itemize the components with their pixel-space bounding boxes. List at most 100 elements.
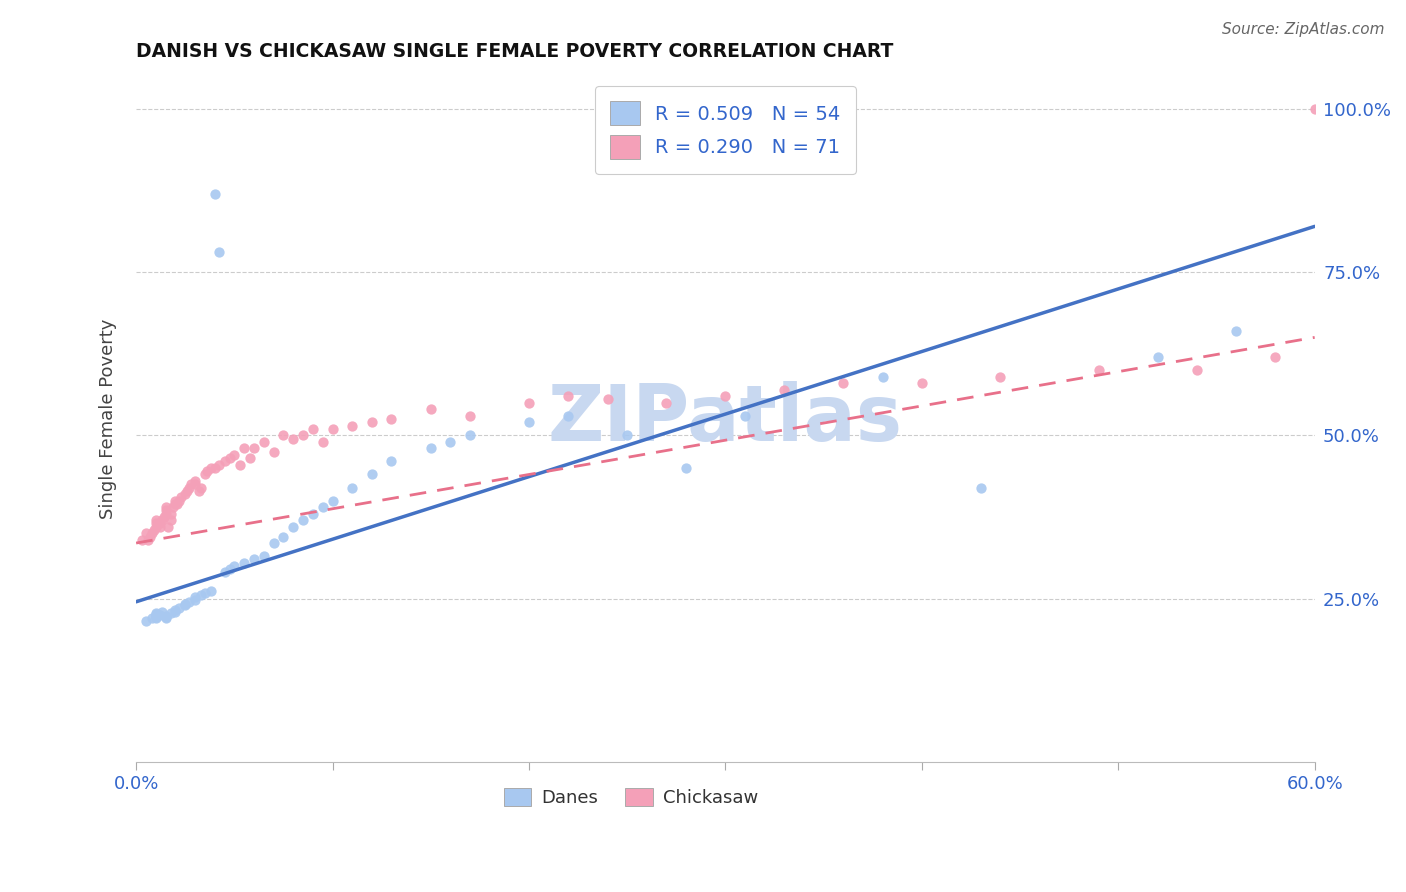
Point	[283, 519, 305, 533]
Point	[312, 500, 335, 515]
Point	[1146, 350, 1168, 364]
Point	[135, 615, 157, 629]
Point	[990, 369, 1012, 384]
Point	[1225, 324, 1247, 338]
Point	[145, 606, 167, 620]
Point	[190, 588, 212, 602]
Point	[179, 481, 201, 495]
Point	[180, 477, 202, 491]
Point	[517, 415, 540, 429]
Point	[458, 409, 481, 423]
Point	[174, 597, 197, 611]
Point	[176, 483, 198, 498]
Point	[141, 526, 163, 541]
Legend: Danes, Chickasaw: Danes, Chickasaw	[496, 780, 766, 814]
Point	[970, 481, 993, 495]
Point	[155, 507, 177, 521]
Point	[714, 389, 737, 403]
Point	[141, 611, 163, 625]
Point	[292, 513, 315, 527]
Point	[160, 606, 183, 620]
Point	[224, 448, 246, 462]
Point	[273, 428, 295, 442]
Point	[184, 592, 207, 607]
Point	[1185, 363, 1208, 377]
Point	[302, 422, 325, 436]
Point	[322, 422, 344, 436]
Point	[195, 464, 218, 478]
Y-axis label: Single Female Poverty: Single Female Poverty	[100, 318, 117, 519]
Point	[131, 533, 153, 547]
Point	[150, 605, 173, 619]
Point	[517, 395, 540, 409]
Point	[419, 442, 441, 456]
Point	[145, 610, 167, 624]
Point	[152, 510, 174, 524]
Point	[204, 186, 226, 201]
Point	[832, 376, 855, 390]
Point	[773, 383, 796, 397]
Point	[239, 451, 262, 466]
Point	[273, 529, 295, 543]
Point	[439, 434, 461, 449]
Point	[174, 598, 197, 612]
Point	[219, 562, 242, 576]
Point	[253, 549, 276, 563]
Point	[155, 503, 177, 517]
Point	[149, 519, 172, 533]
Text: ZIPatlas: ZIPatlas	[548, 381, 903, 457]
Point	[165, 493, 187, 508]
Point	[166, 497, 188, 511]
Point	[184, 474, 207, 488]
Point	[616, 428, 638, 442]
Point	[872, 369, 894, 384]
Point	[675, 461, 697, 475]
Point	[204, 461, 226, 475]
Point	[162, 500, 184, 515]
Point	[557, 389, 579, 403]
Point	[224, 558, 246, 573]
Point	[165, 497, 187, 511]
Point	[207, 245, 229, 260]
Point	[734, 409, 756, 423]
Point	[155, 611, 177, 625]
Text: Source: ZipAtlas.com: Source: ZipAtlas.com	[1222, 22, 1385, 37]
Point	[214, 566, 236, 580]
Point	[655, 395, 678, 409]
Point	[145, 608, 167, 623]
Point	[322, 493, 344, 508]
Point	[340, 418, 363, 433]
Point	[200, 461, 222, 475]
Point	[253, 434, 276, 449]
Point	[145, 513, 167, 527]
Point	[155, 608, 177, 623]
Point	[596, 392, 619, 407]
Point	[302, 507, 325, 521]
Point	[149, 516, 172, 531]
Text: DANISH VS CHICKASAW SINGLE FEMALE POVERTY CORRELATION CHART: DANISH VS CHICKASAW SINGLE FEMALE POVERT…	[136, 42, 893, 61]
Point	[160, 513, 183, 527]
Point	[155, 500, 177, 515]
Point	[188, 483, 211, 498]
Point	[233, 556, 256, 570]
Point	[194, 467, 217, 482]
Point	[169, 493, 191, 508]
Point	[190, 481, 212, 495]
Point	[214, 454, 236, 468]
Point	[1303, 102, 1326, 116]
Point	[911, 376, 934, 390]
Point	[419, 402, 441, 417]
Point	[557, 409, 579, 423]
Point	[360, 467, 382, 482]
Point	[169, 601, 191, 615]
Point	[170, 491, 193, 505]
Point	[145, 519, 167, 533]
Point	[145, 516, 167, 531]
Point	[219, 451, 242, 466]
Point	[142, 523, 165, 537]
Point	[380, 454, 402, 468]
Point	[233, 442, 256, 456]
Point	[179, 595, 201, 609]
Point	[312, 434, 335, 449]
Point	[263, 536, 285, 550]
